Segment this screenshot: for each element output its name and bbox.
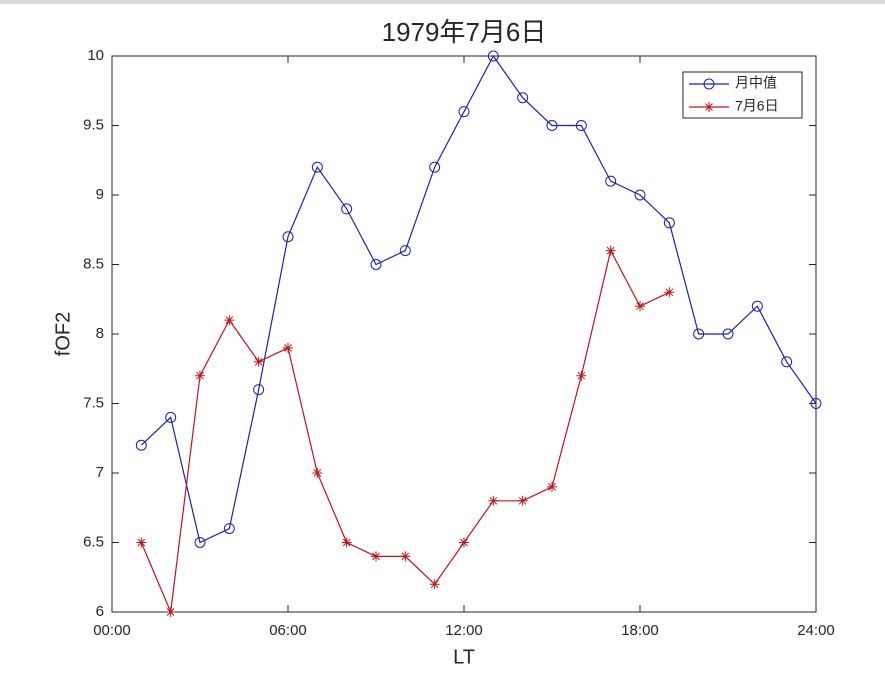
data-point bbox=[283, 342, 293, 353]
data-point bbox=[517, 92, 529, 104]
y-tick-label: 9 bbox=[96, 186, 104, 203]
data-point bbox=[664, 287, 675, 298]
data-point bbox=[810, 398, 822, 409]
data-point bbox=[165, 411, 177, 423]
x-tick-label: 18:00 bbox=[621, 622, 659, 639]
legend-marker bbox=[703, 78, 715, 90]
data-point bbox=[223, 523, 235, 535]
data-point bbox=[165, 607, 176, 617]
data-point bbox=[282, 231, 294, 243]
y-tick-label: 7 bbox=[96, 464, 104, 481]
y-tick-label: 9.5 bbox=[83, 116, 104, 133]
data-point bbox=[341, 203, 353, 215]
y-axis-label: fOF2 bbox=[52, 312, 74, 356]
legend-label: 7月6日 bbox=[735, 98, 779, 114]
data-point bbox=[370, 259, 382, 270]
data-point bbox=[781, 356, 793, 368]
chart-title: 1979年7月6日 bbox=[382, 17, 547, 47]
data-point bbox=[722, 328, 734, 340]
data-point bbox=[224, 315, 235, 326]
data-point bbox=[459, 537, 469, 548]
data-point bbox=[576, 370, 587, 381]
data-point bbox=[605, 245, 616, 256]
data-point bbox=[194, 537, 206, 548]
data-point bbox=[429, 579, 440, 590]
y-tick-label: 10 bbox=[87, 47, 104, 64]
data-point bbox=[341, 537, 352, 548]
legend-marker bbox=[704, 102, 714, 112]
x-tick-label: 00:00 bbox=[93, 622, 131, 639]
y-tick-label: 7.5 bbox=[83, 394, 104, 411]
data-point bbox=[135, 439, 147, 451]
data-point bbox=[546, 120, 558, 131]
top-border bbox=[0, 0, 885, 4]
y-tick-label: 6.5 bbox=[83, 533, 104, 550]
x-tick-label: 06:00 bbox=[269, 622, 307, 639]
data-point bbox=[547, 481, 557, 492]
data-point bbox=[312, 468, 323, 478]
y-tick-label: 6 bbox=[96, 603, 104, 620]
data-point bbox=[195, 370, 205, 381]
data-point bbox=[253, 356, 264, 367]
data-point bbox=[488, 495, 499, 506]
data-point bbox=[429, 161, 441, 173]
data-point bbox=[136, 537, 147, 548]
data-point bbox=[458, 106, 470, 118]
data-point bbox=[517, 495, 528, 506]
data-point bbox=[311, 161, 323, 173]
data-point bbox=[635, 301, 645, 312]
data-point bbox=[605, 175, 617, 187]
legend-label: 月中值 bbox=[735, 75, 777, 91]
data-point bbox=[400, 551, 411, 562]
data-point bbox=[663, 217, 675, 229]
x-tick-label: 12:00 bbox=[445, 622, 483, 639]
data-point bbox=[399, 245, 411, 257]
data-point bbox=[575, 120, 587, 131]
legend-box bbox=[682, 71, 803, 119]
x-axis-label: LT bbox=[453, 646, 475, 668]
data-point bbox=[253, 384, 265, 396]
data-point bbox=[634, 189, 646, 201]
y-tick-label: 8 bbox=[96, 325, 104, 342]
data-point bbox=[693, 328, 705, 340]
data-point bbox=[371, 551, 381, 562]
data-point bbox=[751, 300, 763, 312]
data-point bbox=[487, 50, 499, 62]
x-tick-label: 24:00 bbox=[797, 622, 835, 639]
y-tick-label: 8.5 bbox=[83, 255, 104, 272]
